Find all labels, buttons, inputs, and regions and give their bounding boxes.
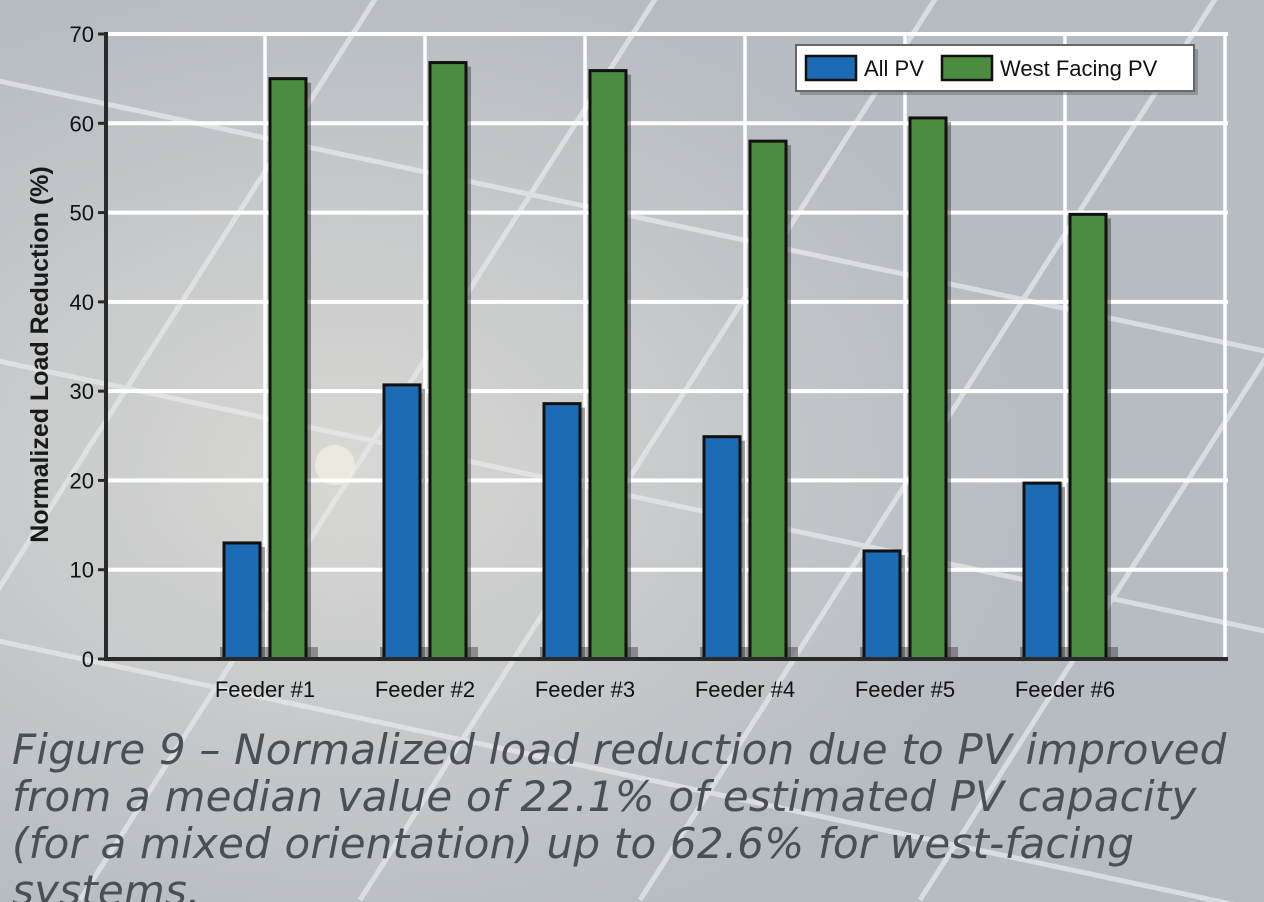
- bar-all-pv-2: [382, 383, 422, 661]
- bar-all-pv-3: [542, 402, 582, 661]
- y-tick-label: 60: [70, 111, 94, 136]
- legend-label-west-facing-pv: West Facing PV: [1000, 56, 1158, 81]
- bar-all-pv-1: [222, 541, 262, 661]
- bar-west-facing-pv-5: [908, 116, 948, 661]
- y-tick-label: 0: [82, 647, 94, 672]
- bar-west-facing-pv-4: [748, 139, 788, 661]
- legend: All PV West Facing PV: [795, 44, 1198, 95]
- x-axis-labels: Feeder #1 Feeder #2 Feeder #3 Feeder #4 Feed…: [215, 677, 1115, 702]
- x-category-label: Feeder #6: [1015, 677, 1115, 702]
- bars: [220, 61, 1118, 661]
- bar-all-pv-6: [1022, 481, 1062, 661]
- y-axis-label: Normalized Load Reduction (%): [26, 166, 54, 542]
- y-tick-label: 10: [70, 558, 94, 583]
- y-tick-label: 30: [70, 379, 94, 404]
- figure-caption: Figure 9 – Normalized load reduction due…: [12, 725, 1227, 902]
- y-tick-label: 40: [70, 290, 94, 315]
- x-category-label: Feeder #1: [215, 677, 315, 702]
- legend-swatch-west-facing-pv: [940, 54, 994, 82]
- legend-label-all-pv: All PV: [864, 56, 924, 81]
- y-axis-ticks: 0 10 20 30 40 50 60 70: [70, 22, 106, 672]
- bar-all-pv-4: [702, 435, 742, 661]
- y-tick-label: 20: [70, 468, 94, 493]
- x-category-label: Feeder #2: [375, 677, 475, 702]
- legend-swatch-all-pv: [804, 54, 858, 82]
- bar-west-facing-pv-6: [1068, 212, 1108, 661]
- y-tick-label: 70: [70, 22, 94, 47]
- legend-box: [795, 44, 1195, 92]
- bar-all-pv-5: [862, 549, 902, 661]
- bar-west-facing-pv-2: [428, 61, 468, 661]
- bar-west-facing-pv-3: [588, 69, 628, 661]
- x-category-label: Feeder #4: [695, 677, 795, 702]
- y-tick-label: 50: [70, 201, 94, 226]
- bar-west-facing-pv-1: [268, 77, 308, 661]
- x-category-label: Feeder #3: [535, 677, 635, 702]
- x-category-label: Feeder #5: [855, 677, 955, 702]
